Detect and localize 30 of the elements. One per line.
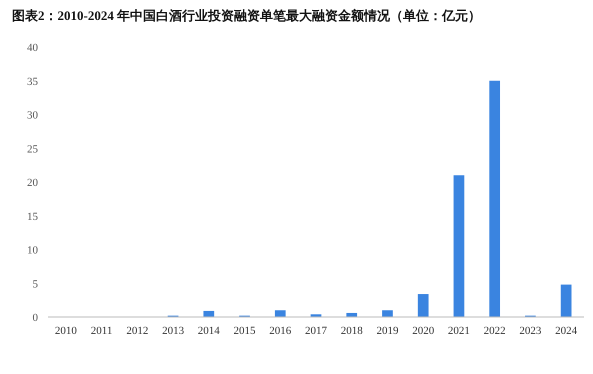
x-tick-label: 2019 bbox=[376, 325, 399, 337]
x-tick-label: 2024 bbox=[555, 325, 578, 337]
x-tick-label: 2020 bbox=[412, 325, 435, 337]
y-tick-label: 20 bbox=[27, 177, 38, 189]
x-tick-label: 2012 bbox=[126, 325, 148, 337]
x-tick-label: 2017 bbox=[305, 325, 328, 337]
chart-title: 图表2：2010-2024 年中国白酒行业投资融资单笔最大融资金额情况（单位：亿元） bbox=[12, 8, 482, 23]
x-tick-label: 2023 bbox=[519, 325, 542, 337]
bar bbox=[418, 294, 429, 317]
y-tick-label: 40 bbox=[27, 42, 38, 54]
x-tick-label: 2016 bbox=[269, 325, 292, 337]
y-tick-label: 0 bbox=[32, 312, 38, 324]
x-tick-label: 2018 bbox=[340, 325, 364, 337]
bar bbox=[560, 284, 572, 317]
y-tick-label: 25 bbox=[27, 143, 38, 156]
x-tick-label: 2021 bbox=[448, 325, 470, 337]
y-tick-label: 10 bbox=[27, 244, 38, 256]
bar bbox=[489, 80, 500, 317]
y-tick-label: 35 bbox=[27, 76, 38, 88]
y-tick-label: 5 bbox=[32, 278, 38, 290]
x-tick-label: 2013 bbox=[162, 325, 185, 337]
y-tick-label: 30 bbox=[27, 110, 38, 122]
x-tick-label: 2011 bbox=[90, 325, 112, 337]
y-tick-label: 15 bbox=[27, 210, 38, 223]
x-tick-label: 2010 bbox=[54, 325, 78, 337]
bar bbox=[454, 175, 464, 317]
bar bbox=[382, 310, 393, 317]
x-tick-label: 2022 bbox=[484, 325, 506, 337]
x-tick-label: 2014 bbox=[198, 325, 220, 337]
x-tick-label: 2015 bbox=[234, 325, 256, 337]
